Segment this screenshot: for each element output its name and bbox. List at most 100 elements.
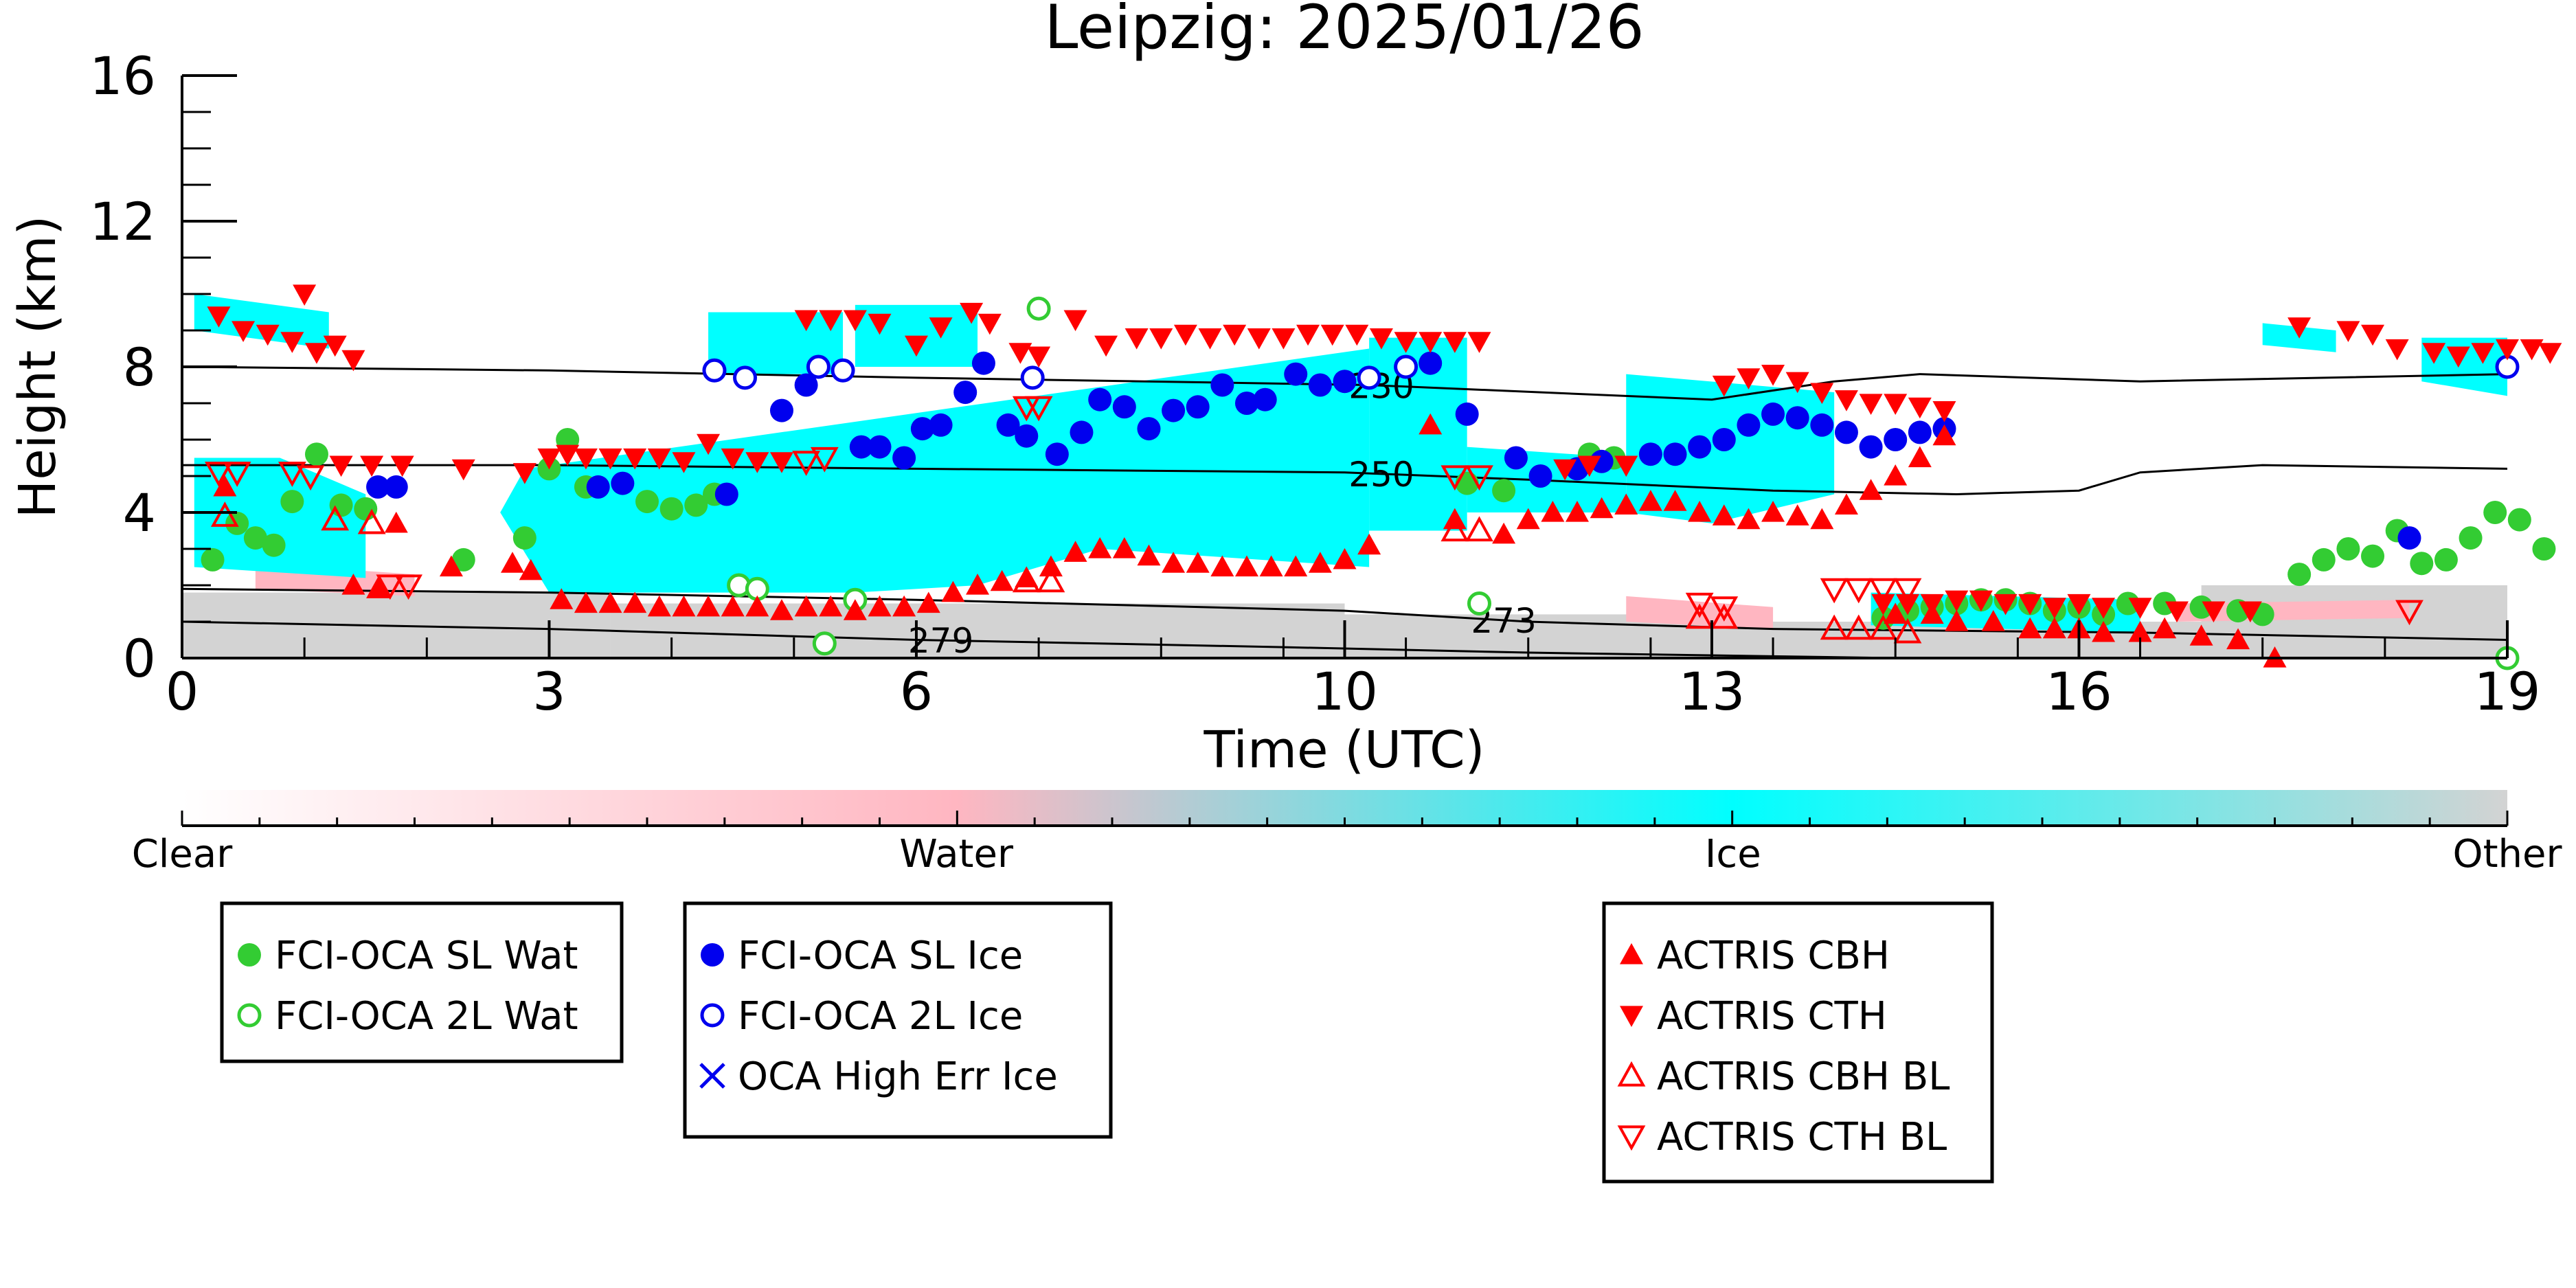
legend-marker-actris-cbh	[1620, 943, 1643, 964]
point-actris-cth-18	[647, 448, 671, 470]
point-actris-cbh-bl-12	[1893, 618, 1922, 644]
ice-region-1	[194, 294, 329, 349]
point-fci-oca-sl-ice-26	[1284, 362, 1308, 386]
point-actris-cbh-38	[1308, 552, 1332, 573]
y-tick-label-2: 8	[123, 337, 156, 398]
point-actris-cth-72	[2067, 594, 2091, 615]
point-actris-cbh-27	[1039, 555, 1063, 577]
point-fci-oca-sl-ice-8	[868, 435, 892, 459]
point-actris-cbh-bl-10	[1844, 614, 1873, 640]
point-fci-oca-sl-wat-41	[2410, 552, 2434, 576]
point-actris-cth-50	[1467, 332, 1491, 353]
point-actris-cth-40	[1223, 324, 1247, 346]
point-actris-cth-bl-12	[1685, 592, 1714, 618]
point-actris-cth-63	[1932, 401, 1956, 422]
point-fci-oca-sl-wat-44	[2483, 501, 2507, 524]
point-actris-cth-57	[1785, 372, 1809, 394]
point-fci-oca-sl-ice-28	[1333, 370, 1357, 394]
point-fci-oca-sl-ice-14	[996, 413, 1020, 437]
ice-region-0	[194, 457, 366, 578]
point-actris-cth-bl-9	[1024, 396, 1053, 422]
point-fci-oca-sl-ice-29	[1419, 351, 1443, 375]
point-actris-cth-71	[2042, 598, 2066, 619]
other-region-1	[610, 603, 1345, 658]
point-actris-cbh-44	[1516, 508, 1540, 530]
point-fci-oca-sl-ice-38	[1712, 428, 1736, 451]
point-actris-cbh-23	[941, 580, 965, 602]
point-actris-cth-79	[2336, 321, 2360, 342]
point-fci-oca-sl-wat-2	[243, 526, 267, 550]
point-fci-oca-sl-ice-18	[1088, 387, 1112, 411]
point-actris-cth-86	[2520, 339, 2544, 361]
point-actris-cth-bl-14	[1820, 578, 1849, 604]
point-actris-cth-31	[978, 313, 1002, 335]
point-actris-cbh-2	[341, 574, 365, 595]
point-actris-cth-37	[1149, 328, 1173, 350]
legend-label-fci-oca-sl-wat: FCI-OCA SL Wat	[275, 934, 578, 978]
point-fci-oca-sl-wat-33	[2189, 595, 2213, 619]
point-fci-oca-sl-wat-15	[684, 493, 708, 517]
point-actris-cth-52	[1577, 455, 1601, 477]
point-actris-cbh-46	[1566, 501, 1589, 522]
point-fci-oca-sl-ice-40	[1761, 402, 1785, 426]
point-actris-cth-77	[2238, 601, 2262, 623]
point-actris-cbh-24	[966, 574, 990, 595]
point-actris-cth-56	[1761, 365, 1785, 386]
legend-label-oca-high-err-ice: OCA High Err Ice	[738, 1054, 1058, 1099]
point-actris-cbh-62	[1884, 602, 1908, 624]
point-actris-cbh-6	[519, 558, 543, 580]
point-fci-oca-sl-ice-0	[366, 475, 390, 499]
legend-label-fci-oca-2l-wat: FCI-OCA 2L Wat	[275, 994, 578, 1039]
point-actris-cbh-67	[2042, 617, 2066, 639]
point-actris-cbh-17	[794, 595, 818, 617]
point-actris-cth-60	[1859, 394, 1883, 415]
point-fci-oca-sl-ice-4	[714, 482, 738, 506]
point-fci-oca-sl-ice-10	[910, 417, 934, 441]
x-tick-label-6: 19	[2474, 661, 2541, 722]
point-fci-oca-sl-wat-0	[201, 547, 225, 572]
point-actris-cbh-bl-3	[1012, 567, 1041, 593]
point-fci-oca-sl-ice-19	[1112, 395, 1136, 419]
point-fci-oca-2l-ice-0	[702, 358, 727, 383]
point-actris-cbh-72	[2189, 624, 2213, 646]
point-actris-cbh-58	[1859, 479, 1883, 500]
point-actris-cth-64	[1871, 594, 1895, 615]
point-actris-cbh-18	[819, 595, 843, 617]
point-actris-cbh-13	[697, 595, 721, 617]
point-actris-cth-44	[1320, 324, 1344, 346]
point-actris-cbh-19	[843, 599, 867, 620]
point-fci-oca-sl-ice-48	[2397, 526, 2421, 550]
point-fci-oca-2l-ice-1	[733, 365, 758, 390]
point-actris-cth-59	[1834, 390, 1858, 411]
chart-title: Leipzig: 2025/01/26	[1044, 0, 1644, 63]
point-fci-oca-sl-ice-37	[1688, 435, 1712, 459]
point-actris-cth-8	[329, 455, 353, 477]
point-fci-oca-sl-ice-23	[1210, 373, 1234, 397]
point-fci-oca-sl-wat-31	[2116, 591, 2140, 615]
point-fci-oca-sl-ice-44	[1859, 435, 1883, 459]
point-actris-cth-38	[1173, 324, 1197, 346]
point-fci-oca-sl-ice-30	[1455, 402, 1479, 426]
point-fci-oca-sl-ice-9	[892, 446, 916, 470]
point-fci-oca-sl-ice-27	[1308, 373, 1332, 397]
point-actris-cth-bl-16	[1868, 578, 1897, 604]
y-axis-label: Height (km)	[8, 216, 67, 519]
point-fci-oca-sl-wat-36	[2287, 563, 2312, 587]
point-actris-cth-76	[2202, 601, 2226, 623]
point-actris-cth-6	[323, 335, 347, 357]
point-actris-cth-bl-4	[376, 574, 405, 600]
colorbar-label-other: Other	[2452, 832, 2562, 877]
point-fci-oca-sl-ice-45	[1884, 428, 1908, 451]
point-fci-oca-sl-wat-46	[2532, 537, 2556, 561]
point-actris-cbh-60	[1908, 446, 1932, 468]
point-actris-cth-bl-11	[1465, 465, 1493, 491]
point-actris-cth-29	[929, 317, 953, 339]
point-actris-cbh-69	[2092, 620, 2116, 642]
point-actris-cth-39	[1198, 328, 1222, 350]
point-actris-cbh-10	[623, 591, 647, 613]
point-actris-cth-53	[1614, 455, 1638, 477]
point-fci-oca-sl-ice-1	[384, 475, 408, 499]
plot-background	[182, 294, 2507, 658]
point-actris-cbh-bl-0	[210, 501, 239, 527]
